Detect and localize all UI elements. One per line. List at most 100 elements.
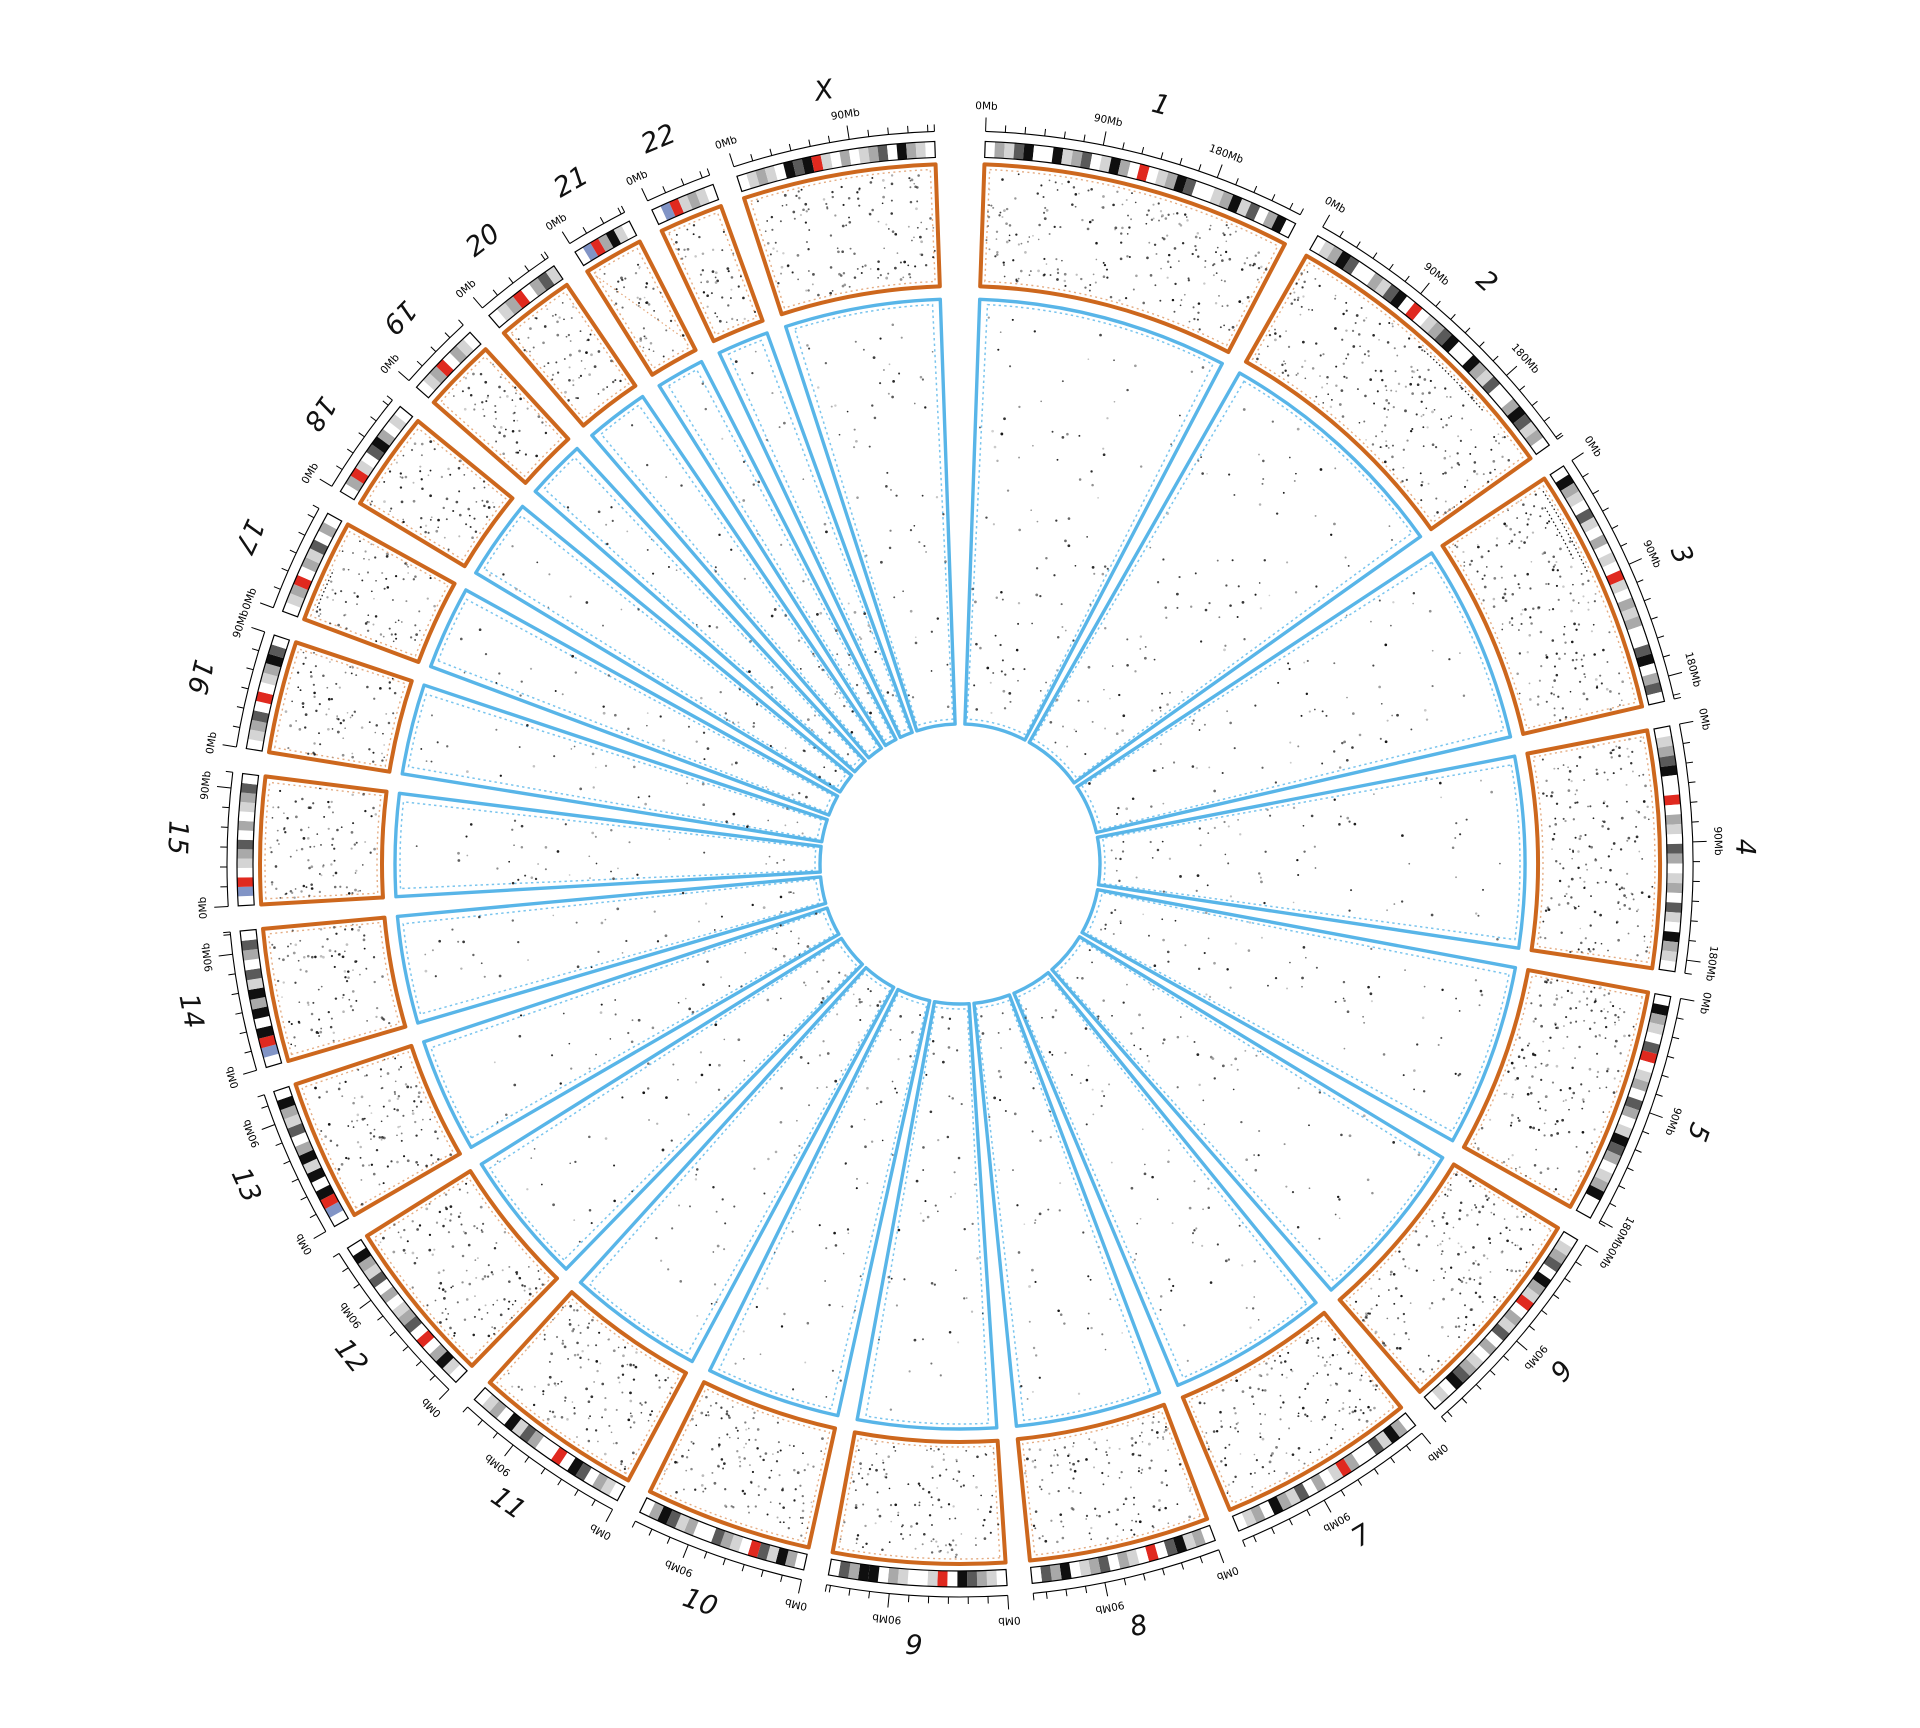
tick-marks [218, 931, 257, 1075]
ideogram-outline [245, 634, 291, 752]
tick-label: 0Mb [1425, 1441, 1450, 1465]
chromosome-15: 0Mb 90Mb 15 [161, 770, 823, 919]
ideogram-outline [1423, 1230, 1579, 1411]
tick-label: 0Mb [784, 1596, 809, 1613]
ideogram-bands [1309, 235, 1550, 455]
tick-marks [214, 770, 233, 908]
axis-arc [467, 1406, 613, 1510]
ideogram-outline [473, 1386, 626, 1502]
axis-arc [338, 1253, 450, 1390]
ideogram-bands [273, 1086, 349, 1227]
chromosome-label: 18 [297, 390, 342, 436]
tick-label: 0Mb [544, 211, 570, 233]
outer-sector-border [1461, 968, 1651, 1209]
ideogram-outline [651, 183, 720, 226]
outer-scatter-points [1198, 1336, 1379, 1494]
outer-scatter-points [369, 440, 496, 551]
ideogram-outline [1029, 1524, 1217, 1585]
outer-sector-speckle [749, 168, 936, 309]
tick-label: 0Mb [204, 731, 219, 755]
inner-sector-speckle [667, 368, 893, 742]
inner-scatter-points [1110, 777, 1501, 941]
inner-sector-border [422, 906, 841, 1149]
tick-labels: 0Mb [544, 211, 570, 233]
chromosome-label: 16 [181, 657, 219, 698]
outer-scatter-points [663, 1395, 824, 1537]
inner-scatter-points [420, 714, 804, 835]
tick-label: 0Mb [997, 1614, 1020, 1627]
axis-arc [226, 772, 234, 907]
tick-label: 0Mb [588, 1521, 614, 1542]
ideogram-bands [240, 929, 282, 1068]
inner-sector-border [1050, 935, 1445, 1292]
tick-label: 0Mb [1582, 434, 1605, 460]
tick-labels: 0Mb [454, 277, 479, 301]
inner-sector-speckle [865, 1006, 990, 1425]
inner-sector-speckle [437, 598, 834, 813]
outer-scatter-points [271, 923, 391, 1047]
outer-sector-speckle [1022, 1410, 1202, 1556]
tick-label: 0Mb [240, 586, 259, 612]
outer-scatter-points [314, 1057, 453, 1206]
axis-arc [569, 211, 625, 245]
tick-label: 0Mb [454, 277, 479, 301]
inner-scatter-points [971, 316, 1205, 714]
outer-scatter-points [1023, 1416, 1192, 1544]
inner-sector-border [783, 297, 957, 733]
axis-arc [1322, 226, 1558, 440]
axis-arc [331, 399, 393, 487]
tick-label: 180Mb [1207, 142, 1245, 166]
outer-scatter-points [453, 363, 548, 458]
inner-sector-border [590, 394, 884, 760]
outer-sector-speckle [1188, 1318, 1395, 1505]
outer-sector-border [585, 239, 698, 377]
inner-sector-border [708, 987, 932, 1418]
tick-marks [631, 1520, 803, 1594]
chromosome-label: 3 [1664, 541, 1699, 569]
axis-arc [1571, 460, 1675, 700]
chromosome-2: 0Mb 90Mb 180Mb 2 [1027, 195, 1564, 785]
tick-label: 0Mb [1696, 707, 1712, 732]
outer-scatter-points [1256, 271, 1511, 517]
ideogram-outline [1549, 465, 1666, 706]
tick-labels: 0Mb 90Mb [1094, 1564, 1240, 1616]
outer-sector-speckle [1345, 1170, 1552, 1386]
outer-sector-speckle [373, 1176, 552, 1360]
outer-sector-border [1440, 476, 1645, 736]
tick-label: 90Mb [199, 770, 214, 801]
inner-sector-border [963, 297, 1224, 742]
axis-arc [826, 1584, 1008, 1598]
ideogram-outline [827, 1558, 1008, 1588]
outer-sector-border [431, 347, 571, 485]
outer-dense-row [1542, 490, 1589, 574]
ideogram-bands [1653, 725, 1684, 972]
inner-sector-speckle [600, 404, 878, 754]
outer-sector-speckle [366, 427, 507, 561]
axis-arc [1598, 998, 1682, 1224]
inner-scatter-points [488, 545, 837, 786]
outer-sector-border [647, 1380, 838, 1550]
inner-sector-speckle [402, 878, 822, 1015]
outer-sector-speckle [1469, 974, 1644, 1201]
inner-sector-speckle [1016, 976, 1308, 1379]
outer-sector-border [258, 774, 389, 907]
chromosome-label: 14 [173, 991, 210, 1031]
outer-scatter-points [839, 1442, 1000, 1558]
inner-scatter-points [631, 424, 854, 734]
tick-marks [985, 117, 1304, 215]
inner-scatter-points [1076, 949, 1421, 1243]
inner-scatter-points [566, 506, 850, 756]
tick-marks [1571, 452, 1683, 700]
tick-marks [561, 205, 626, 244]
ideogram-outline [488, 264, 564, 329]
tick-label: 90Mb [1640, 538, 1663, 570]
outer-sector-border [364, 1169, 560, 1368]
outer-scatter-points [1474, 978, 1635, 1191]
outer-sector-speckle [496, 1297, 681, 1475]
ideogram-outline [736, 140, 936, 193]
tick-label: 90Mb [200, 942, 216, 973]
inner-scatter-points [1049, 408, 1394, 756]
